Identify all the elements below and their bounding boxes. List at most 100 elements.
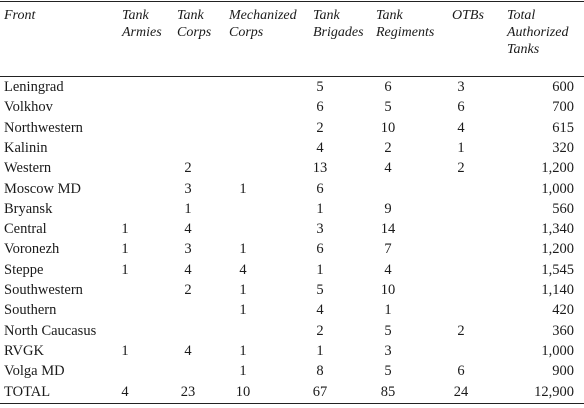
tank-corps-cell: 2 [184,282,192,298]
front-name: North Caucasus [4,322,97,339]
total-tanks-cell: 1,340 [541,221,574,238]
otbs-cell: 2 [457,322,465,339]
tank-corps-cell: 3 [184,241,192,258]
otbs-cell: 1 [457,139,465,156]
front-name: Southern [4,302,57,319]
front-name: Steppe [4,261,44,278]
total-tanks-cell: 360 [552,322,574,339]
tank-brigades-cell: 6 [316,180,324,197]
tank-regiments-cell: 85 [380,383,396,400]
tank-brigades-cell: 2 [316,119,324,136]
front-name: Bryansk [4,200,53,217]
tank-regiments-cell: 1 [384,302,392,319]
tank-brigades-cell: 67 [312,383,328,400]
otbs-cell: 24 [453,383,469,400]
tank-corps-cell: 4 [184,221,192,238]
mechanized-corps-cell: 1 [239,282,247,298]
front-name: RVGK [4,342,44,359]
tank-brigades-cell: 4 [316,302,324,319]
total-tanks-cell: 1,000 [541,342,574,359]
front-name: Moscow MD [4,180,81,197]
tank-brigades-cell: 5 [316,282,324,298]
tank-regiments-cell: 4 [384,261,392,278]
tank-regiments-cell: 5 [384,99,392,116]
tank-brigades-cell: 1 [316,200,324,217]
tank-brigades-cell: 5 [316,79,324,95]
tank-armies-cell: 4 [121,383,129,400]
tank-corps-cell: 3 [184,180,192,197]
front-name: Leningrad [4,79,64,95]
total-tanks-cell: 12,900 [534,383,574,400]
otbs-cell: 2 [457,160,465,177]
header-tank-regiments: Tank Regiments [376,8,435,40]
table-row: Leningrad 5 6 3 600 [0,77,584,97]
tank-regiments-cell: 4 [384,160,392,177]
header-tank-corps: Tank Corps [177,8,212,40]
tank-regiments-cell: 5 [384,322,392,339]
mechanized-corps-cell: 1 [239,302,247,319]
tank-brigades-cell: 6 [316,241,324,258]
mechanized-corps-cell: 1 [239,180,247,197]
tank-brigades-cell: 1 [316,342,324,359]
tank-corps-cell: 2 [184,160,192,177]
table-row: RVGK 1 4 1 1 3 1,000 [0,341,584,361]
total-tanks-cell: 700 [552,99,574,116]
tank-regiments-cell: 2 [384,139,392,156]
total-tanks-cell: 1,140 [541,282,574,298]
tank-armies-cell: 1 [121,241,129,258]
front-name: Southwestern [4,282,83,298]
mechanized-corps-cell: 10 [235,383,251,400]
tank-regiments-cell: 5 [384,363,392,380]
header-rule [0,76,584,77]
tank-regiments-cell: 10 [380,119,396,136]
total-tanks-cell: 320 [552,139,574,156]
mechanized-corps-cell: 1 [239,241,247,258]
table-row: Central 1 4 3 14 1,340 [0,219,584,239]
tank-armies-cell: 1 [121,342,129,359]
total-tanks-cell: 1,200 [541,160,574,177]
total-tanks-cell: 1,200 [541,241,574,258]
front-name: Voronezh [4,241,60,258]
mechanized-corps-cell: 1 [239,342,247,359]
table-row: Southern 1 4 1 420 [0,300,584,320]
front-name: Northwestern [4,119,83,136]
tank-brigades-cell: 13 [312,160,328,177]
table-row: Steppe 1 4 4 1 4 1,545 [0,260,584,280]
total-tanks-cell: 600 [552,79,574,95]
front-name: Kalinin [4,139,48,156]
otbs-cell: 6 [457,99,465,116]
total-tanks-cell: 615 [552,119,574,136]
tank-corps-cell: 4 [184,342,192,359]
front-name: Central [4,221,47,238]
tank-regiments-cell: 6 [384,79,392,95]
table-row: Voronezh 1 3 1 6 7 1,200 [0,239,584,259]
mechanized-corps-cell: 1 [239,363,247,380]
tank-brigades-cell: 4 [316,139,324,156]
total-row: TOTAL 4 23 10 67 85 24 12,900 [0,382,584,402]
otbs-cell: 6 [457,363,465,380]
table-row: Southwestern 2 1 5 10 1,140 [0,280,584,300]
header-front: Front [4,8,36,23]
tank-corps-cell: 23 [180,383,196,400]
top-rule [0,1,584,2]
tank-regiments-cell: 14 [380,221,396,238]
total-tanks-cell: 420 [552,302,574,319]
total-tanks-cell: 560 [552,200,574,217]
tank-brigades-cell: 2 [316,322,324,339]
front-name: Western [4,160,52,177]
tank-regiments-cell: 7 [384,241,392,258]
tank-armies-cell: 1 [121,221,129,238]
total-tanks-cell: 900 [552,363,574,380]
table-row: Kalinin 4 2 1 320 [0,138,584,158]
table-row: North Caucasus 2 5 2 360 [0,321,584,341]
header-mechanized-corps: Mechanized Corps [229,8,297,40]
tank-armies-cell: 1 [121,261,129,278]
tank-regiments-cell: 10 [380,282,396,298]
table-row: Bryansk 1 1 9 560 [0,199,584,219]
tank-regiments-cell: 3 [384,342,392,359]
table-row: Volkhov 6 5 6 700 [0,97,584,117]
bottom-rule [0,403,584,404]
table-row: Western 2 13 4 2 1,200 [0,158,584,178]
table-row: Volga MD 1 8 5 6 900 [0,361,584,381]
